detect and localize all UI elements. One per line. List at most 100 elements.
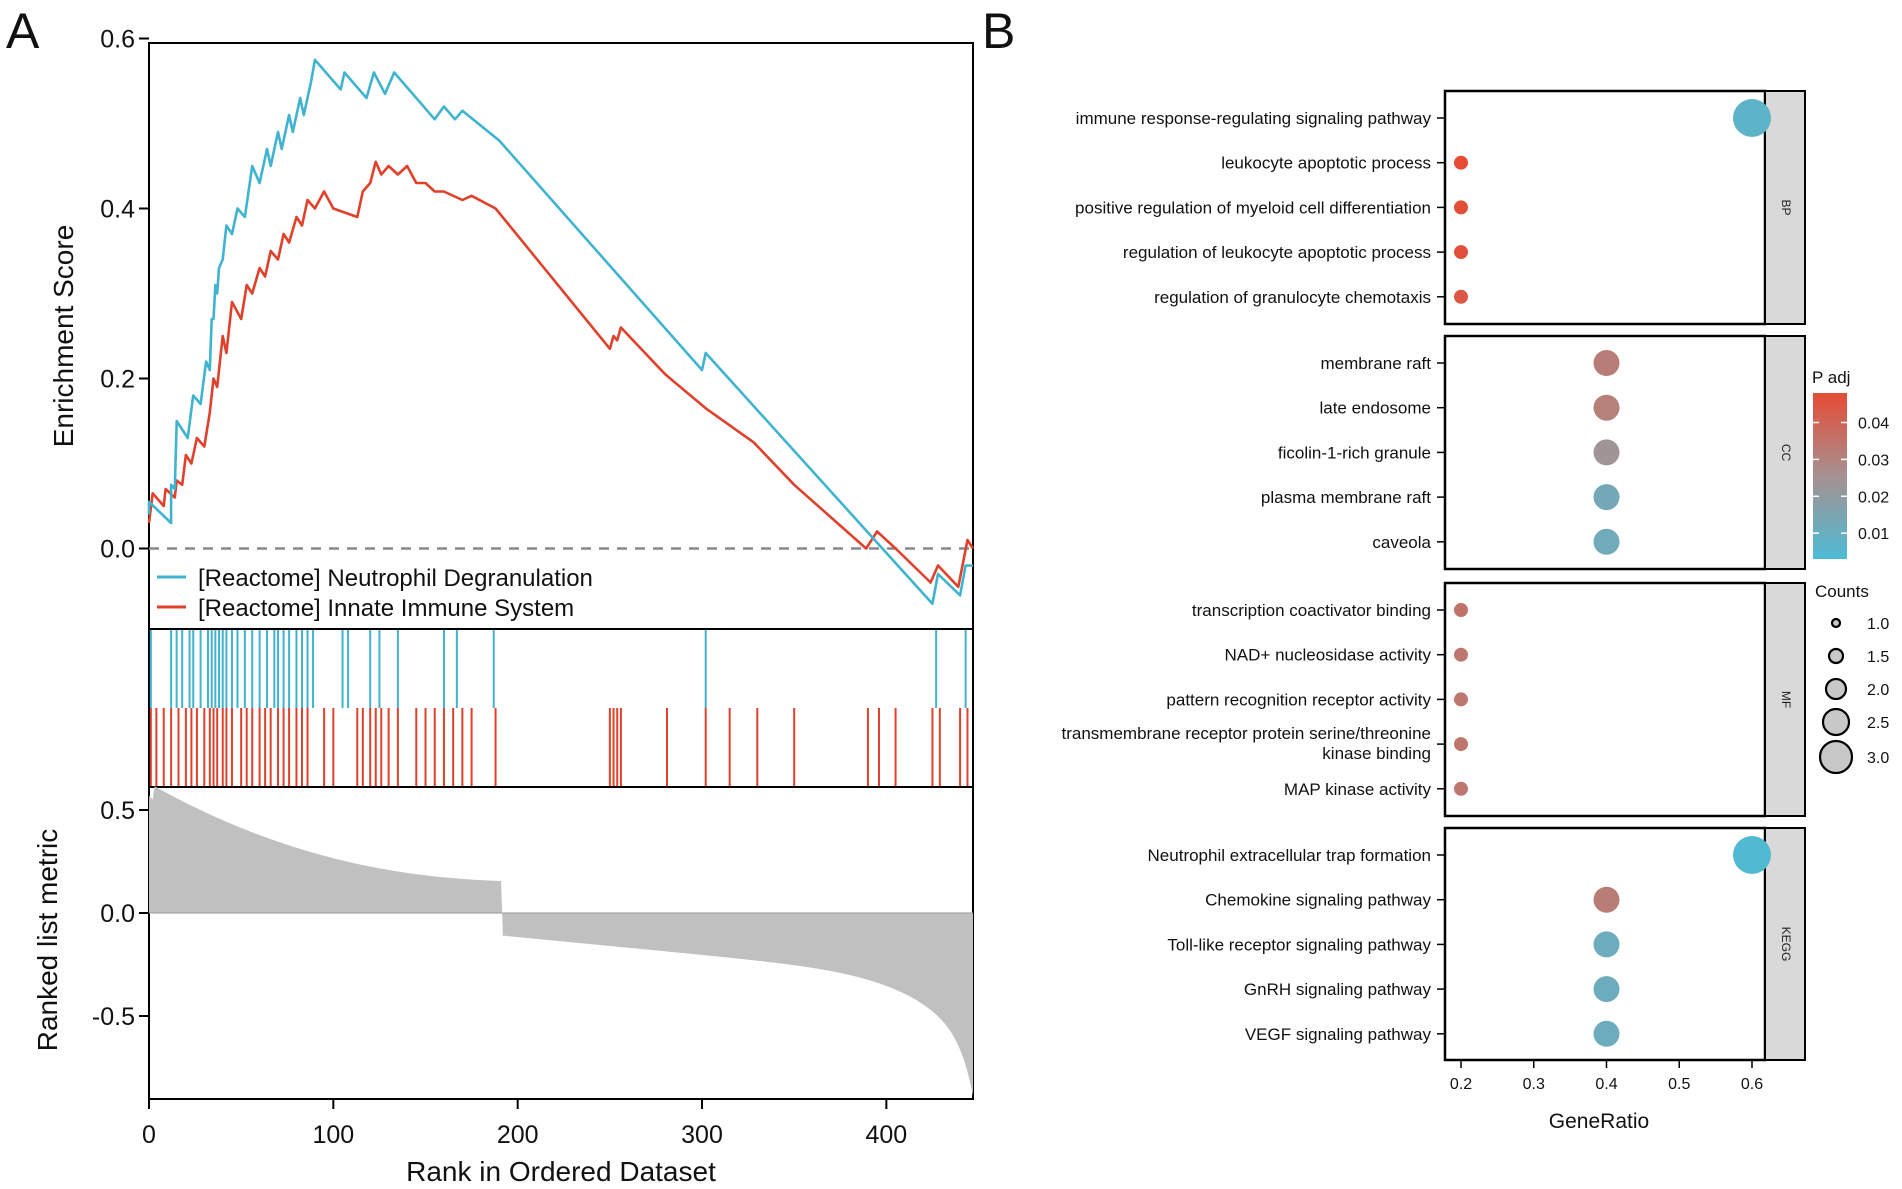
counts-legend: Counts 1.0 1.5 2.0 2.5 3.0 — [1815, 582, 1889, 775]
term-label: kinase binding — [1322, 744, 1431, 763]
ranked-metric-fill — [149, 786, 973, 1097]
dot-facets: BP immune response-regulating signaling p… — [1062, 89, 1806, 1062]
counts-legend-label: 3.0 — [1867, 750, 1889, 767]
gene-ratio-tick-label: 0.6 — [1741, 1076, 1763, 1093]
term-label: pattern recognition receptor activity — [1166, 690, 1431, 709]
padj-color-bar — [1813, 393, 1847, 559]
term-label: Toll-like receptor signaling pathway — [1167, 935, 1431, 954]
term-label: NAD+ nucleosidase activity — [1225, 646, 1432, 665]
metric-y-tick-label: -0.5 — [92, 1003, 135, 1031]
es-panel-frame — [148, 42, 974, 630]
enrichment-lines — [147, 58, 975, 606]
facet-strip-kegg — [1764, 827, 1806, 1061]
counts-legend-label: 1.0 — [1867, 616, 1889, 633]
metric-y-tick-label: 0.5 — [100, 797, 135, 825]
padj-tick-label: 0.02 — [1858, 489, 1889, 506]
facet-strip-bp — [1764, 90, 1806, 325]
term-dot — [1733, 99, 1771, 137]
term-dot — [1454, 781, 1468, 796]
padj-legend: P adj 0.04 0.03 0.02 0.01 — [1812, 368, 1889, 559]
gene-ratio-tick-label: 0.2 — [1450, 1076, 1472, 1093]
facet-strip-label: CC — [1779, 444, 1793, 462]
metric-y-tick-label: 0.0 — [100, 900, 135, 928]
term-label: regulation of granulocyte chemotaxis — [1154, 288, 1431, 307]
term-dot — [1593, 528, 1620, 555]
es-axis-title: Enrichment Score — [48, 225, 79, 448]
counts-legend-label: 2.5 — [1867, 715, 1889, 732]
ranked-metric-area — [149, 786, 973, 1097]
term-label: caveola — [1372, 533, 1431, 552]
rank-axis-title: Rank in Ordered Dataset — [406, 1156, 716, 1187]
term-label: GnRH signaling pathway — [1244, 980, 1432, 999]
term-dot — [1593, 350, 1620, 376]
gene-ratio-tick-label: 0.4 — [1595, 1076, 1617, 1093]
term-dot — [1733, 836, 1771, 874]
term-label: Chemokine signaling pathway — [1205, 891, 1431, 910]
metric-axis-title: Ranked list metric — [32, 829, 63, 1052]
term-label: plasma membrane raft — [1261, 488, 1431, 507]
gene-ratio-axis-title: GeneRatio — [1549, 1110, 1649, 1133]
term-dot — [1454, 647, 1468, 662]
rank-x-tick-label: 400 — [866, 1121, 908, 1149]
term-label: leukocyte apoptotic process — [1221, 154, 1431, 173]
term-dot — [1593, 1020, 1620, 1047]
rank-x-tick-label: 300 — [681, 1121, 723, 1149]
term-dot — [1454, 200, 1468, 215]
gene-ratio-tick-label: 0.5 — [1668, 1076, 1690, 1093]
padj-tick-label: 0.03 — [1858, 452, 1889, 469]
gsea-plot: 0.0 0.2 0.4 0.6 0.5 0.0 -0.5 0 100 200 300 400 [Rea… — [32, 26, 975, 1187]
facet-panel-mf — [1443, 581, 1767, 818]
es-y-tick-label: 0.6 — [100, 26, 135, 54]
counts-legend-dot — [1827, 647, 1845, 665]
term-label: transcription coactivator binding — [1192, 601, 1431, 620]
term-dot — [1454, 155, 1468, 170]
term-label: regulation of leukocyte apoptotic proces… — [1123, 243, 1431, 262]
dot-x-axis: 0.2 0.3 0.4 0.5 0.6 — [1450, 1060, 1763, 1093]
counts-legend-dot — [1818, 739, 1854, 775]
counts-legend-label: 2.0 — [1867, 682, 1889, 699]
legend-label-neutrophil: [Reactome] Neutrophil Degranulation — [198, 565, 593, 592]
counts-legend-dot — [1824, 677, 1848, 701]
counts-legend-label: 1.5 — [1867, 649, 1889, 666]
padj-tick-label: 0.04 — [1858, 416, 1889, 433]
hits-panel-frame — [148, 628, 974, 788]
dot-plot: BP immune response-regulating signaling p… — [1062, 89, 1889, 1133]
legend-label-innate: [Reactome] Innate Immune System — [198, 595, 574, 622]
es-y-tick-label: 0.4 — [100, 196, 135, 224]
term-label: late endosome — [1319, 399, 1431, 418]
term-label: positive regulation of myeloid cell diff… — [1075, 198, 1431, 217]
term-dot — [1593, 484, 1620, 511]
term-dot — [1593, 976, 1620, 1003]
term-dot — [1454, 289, 1468, 304]
gsea-legend: [Reactome] Neutrophil Degranulation [Rea… — [157, 565, 593, 622]
facet-strip-label: BP — [1779, 199, 1793, 215]
rank-x-tick-label: 0 — [142, 1121, 156, 1149]
counts-legend-title: Counts — [1815, 582, 1869, 601]
term-dot — [1454, 603, 1468, 617]
rank-x-tick-label: 100 — [312, 1121, 354, 1149]
term-dot — [1593, 439, 1620, 466]
gene-ratio-tick-label: 0.3 — [1523, 1076, 1545, 1093]
gsea-axes: 0.0 0.2 0.4 0.6 0.5 0.0 -0.5 0 100 200 300 400 — [92, 26, 907, 1150]
term-dot — [1454, 245, 1468, 260]
padj-ticks: 0.04 0.03 0.02 0.01 — [1813, 416, 1889, 543]
term-label: membrane raft — [1320, 354, 1431, 373]
facet-strip-mf — [1764, 582, 1806, 817]
term-dot — [1454, 737, 1468, 752]
term-label: MAP kinase activity — [1284, 780, 1432, 799]
counts-legend-dot — [1830, 617, 1842, 629]
counts-legend-dot — [1821, 707, 1851, 737]
es-y-tick-label: 0.2 — [100, 366, 135, 394]
term-dot — [1454, 692, 1468, 707]
enrichment-line-innate — [147, 160, 975, 589]
facet-panel-bp — [1443, 89, 1767, 326]
padj-tick-label: 0.01 — [1858, 526, 1889, 543]
hit-barcodes — [149, 630, 969, 786]
facet-strip-label: MF — [1779, 691, 1793, 708]
term-dot — [1593, 394, 1620, 421]
facet-strip-cc — [1764, 335, 1806, 570]
panel-letter-a: A — [6, 3, 40, 59]
term-label: transmembrane receptor protein serine/th… — [1062, 724, 1431, 743]
term-label: VEGF signaling pathway — [1245, 1025, 1432, 1044]
